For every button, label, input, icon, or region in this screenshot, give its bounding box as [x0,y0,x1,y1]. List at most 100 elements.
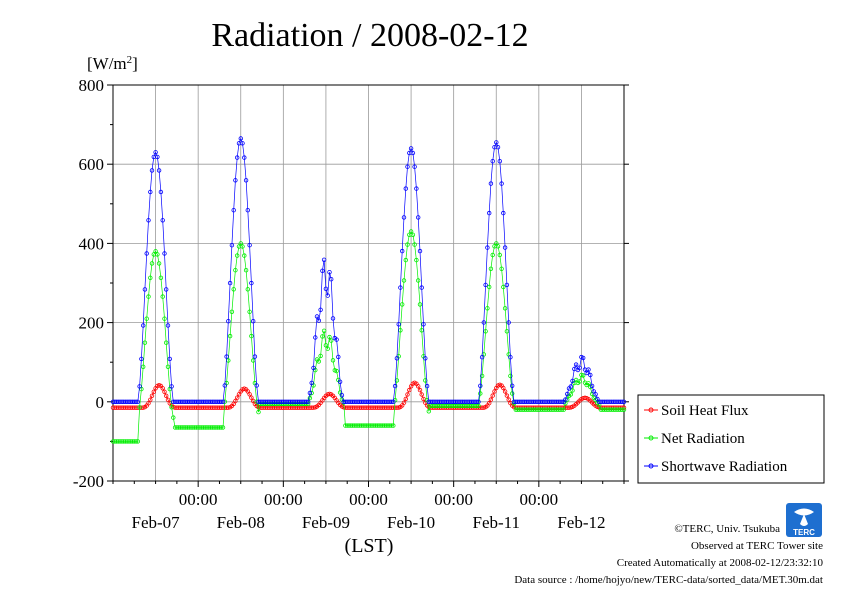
data-point [158,275,164,280]
data-point [160,294,165,299]
data-point [155,154,160,160]
data-point [238,136,243,141]
data-point [476,403,481,408]
data-point [568,384,573,389]
data-point [151,389,156,394]
data-point [391,423,396,428]
data-point [169,405,174,410]
data-point [417,302,423,307]
data-point [490,252,495,258]
data-point [593,392,598,397]
data-point [577,379,582,384]
x-axis-label: (LST) [345,535,394,557]
data-point [250,319,256,324]
data-point [220,399,226,404]
data-point [334,337,339,342]
data-point [139,356,144,362]
y-axis-unit-text: [W/m [87,54,127,73]
x-tick-date-label: Feb-10 [387,513,435,532]
data-point [329,338,334,343]
data-point [249,395,254,400]
x-tick-date-label: Feb-09 [302,513,350,532]
data-point [163,340,169,345]
data-point [504,282,510,288]
data-point [401,278,407,283]
data-point [309,380,314,386]
data-point [400,302,405,307]
data-point [506,397,511,402]
data-point [581,355,586,361]
data-point [412,242,417,247]
data-point [508,373,513,379]
data-point [247,392,252,397]
data-point [242,155,247,160]
data-point [153,249,158,254]
data-point [149,168,155,173]
data-point [243,268,249,273]
legend-marker [648,407,654,413]
data-point [144,251,149,256]
legend-marker [648,435,654,441]
data-point [478,391,483,396]
data-point [307,395,313,401]
data-point [135,439,140,444]
data-point [316,318,321,323]
data-point [621,407,627,412]
data-point [144,316,149,321]
data-point [160,218,165,223]
data-point [488,181,494,186]
y-tick-label: 600 [79,155,105,174]
data-point [405,164,410,169]
legend-label: Net Radiation [661,431,745,447]
data-point [163,287,169,292]
data-point [492,389,497,394]
data-point [245,207,250,213]
data-point [306,399,311,404]
data-point [226,319,231,324]
footer-created: Created Automatically at 2008-02-12/23:3… [617,557,824,569]
data-point [146,401,151,406]
data-point [137,405,142,410]
data-point [240,244,245,249]
data-point [165,364,171,369]
data-point [396,322,401,327]
data-point [233,398,238,404]
data-point [407,387,412,393]
data-point [314,314,320,319]
data-point [559,399,565,404]
data-point [323,286,329,291]
data-point [424,383,430,389]
data-point [495,244,501,249]
data-point [416,384,421,389]
data-point [405,392,410,397]
data-point [247,309,252,314]
data-point [403,396,408,402]
data-point [483,282,488,288]
y-tick-label: 800 [79,76,105,95]
data-point [320,268,325,273]
data-point [142,340,148,345]
data-point [620,407,625,412]
legend-box [637,394,825,484]
y-tick-label: 400 [79,234,105,253]
data-point [156,168,162,173]
data-point [165,397,171,402]
data-point [220,425,226,430]
data-point [133,439,139,444]
data-point [561,407,566,412]
data-point [421,322,426,327]
y-axis-ticks: 800 600 400 200 0 -200 [73,76,629,491]
data-point [162,251,167,256]
data-point [423,356,428,361]
data-point [234,155,240,160]
data-point [392,383,398,389]
data-point [227,333,233,339]
data-point [408,146,414,151]
logo-wave-icon [794,508,814,516]
data-point [401,215,407,220]
data-point [167,356,172,362]
data-point [497,252,502,258]
data-point [233,268,238,273]
data-point [488,397,494,402]
